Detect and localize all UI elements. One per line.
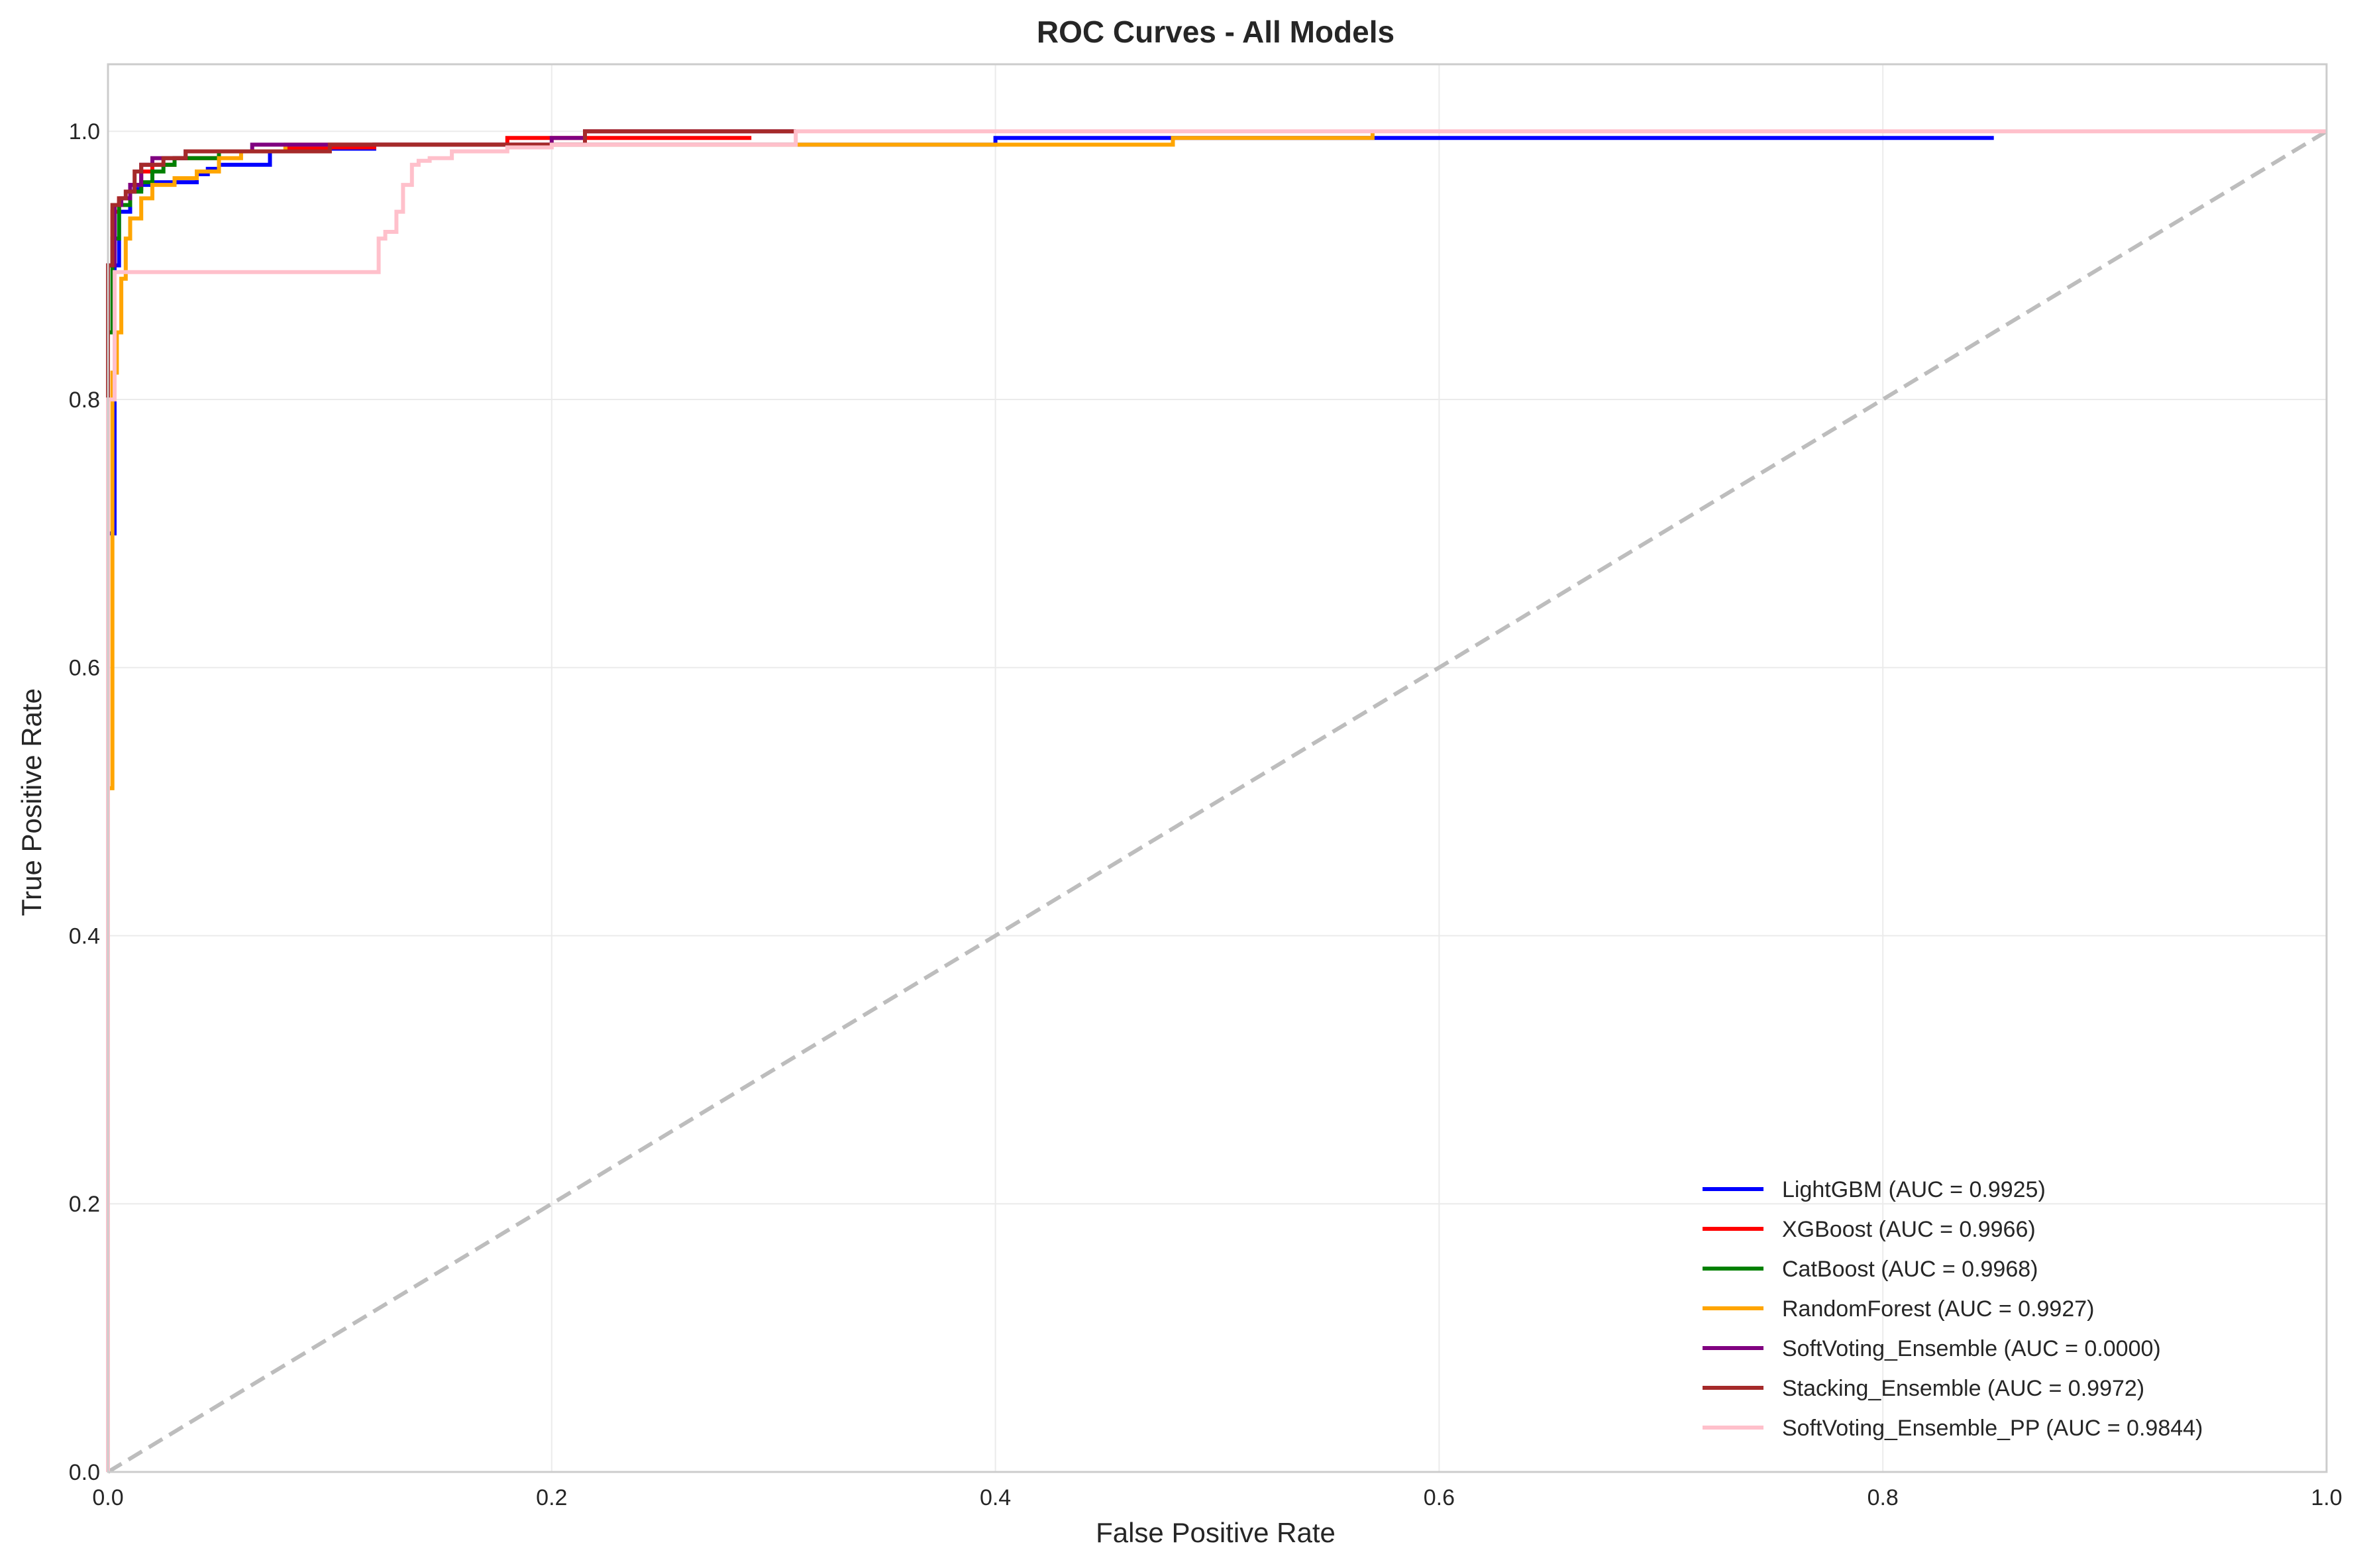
axis-ticks: 0.0 0.2 0.4 0.6 0.8 1.0 0.0 0.2 0.4 0.6 0.8 1.0 xyxy=(69,119,2342,1510)
x-tick-label: 0.0 xyxy=(92,1485,123,1510)
y-tick-label: 0.2 xyxy=(69,1192,100,1217)
y-axis-label: True Positive Rate xyxy=(16,688,47,916)
roc-curve-4 xyxy=(106,131,1375,1472)
diagonal-chance-line xyxy=(107,129,2328,1474)
legend: LightGBM (AUC = 0.9925) XGBoost (AUC = 0.… xyxy=(1703,1177,2203,1441)
x-tick-label: 0.8 xyxy=(1867,1485,1899,1510)
y-tick-label: 0.8 xyxy=(69,388,100,413)
roc-curve-7 xyxy=(106,129,2327,1472)
chart-title: ROC Curves - All Models xyxy=(1037,15,1394,49)
y-tick-label: 0.0 xyxy=(69,1460,100,1485)
legend-label: LightGBM (AUC = 0.9925) xyxy=(1782,1177,2046,1202)
y-tick-label: 1.0 xyxy=(69,119,100,144)
roc-series xyxy=(106,129,2327,1472)
legend-label: RandomForest (AUC = 0.9927) xyxy=(1782,1296,2094,1322)
legend-label: SoftVoting_Ensemble (AUC = 0.0000) xyxy=(1782,1336,2161,1361)
y-tick-label: 0.4 xyxy=(69,923,100,949)
diagonal-reference xyxy=(107,129,2328,1474)
plot-frame xyxy=(107,63,2328,1473)
plot-area xyxy=(108,64,2327,1472)
y-tick-label: 0.6 xyxy=(69,656,100,681)
legend-label: XGBoost (AUC = 0.9966) xyxy=(1782,1217,2036,1242)
x-axis-label: False Positive Rate xyxy=(1096,1517,1336,1548)
x-tick-label: 0.2 xyxy=(536,1485,567,1510)
legend-label: Stacking_Ensemble (AUC = 0.9972) xyxy=(1782,1376,2144,1401)
roc-curve-6 xyxy=(106,129,796,1472)
x-tick-label: 0.4 xyxy=(980,1485,1011,1510)
legend-label: CatBoost (AUC = 0.9968) xyxy=(1782,1257,2038,1282)
x-tick-label: 0.6 xyxy=(1424,1485,1455,1510)
x-tick-label: 1.0 xyxy=(2311,1485,2342,1510)
legend-label: SoftVoting_Ensemble_PP (AUC = 0.9844) xyxy=(1782,1416,2203,1441)
